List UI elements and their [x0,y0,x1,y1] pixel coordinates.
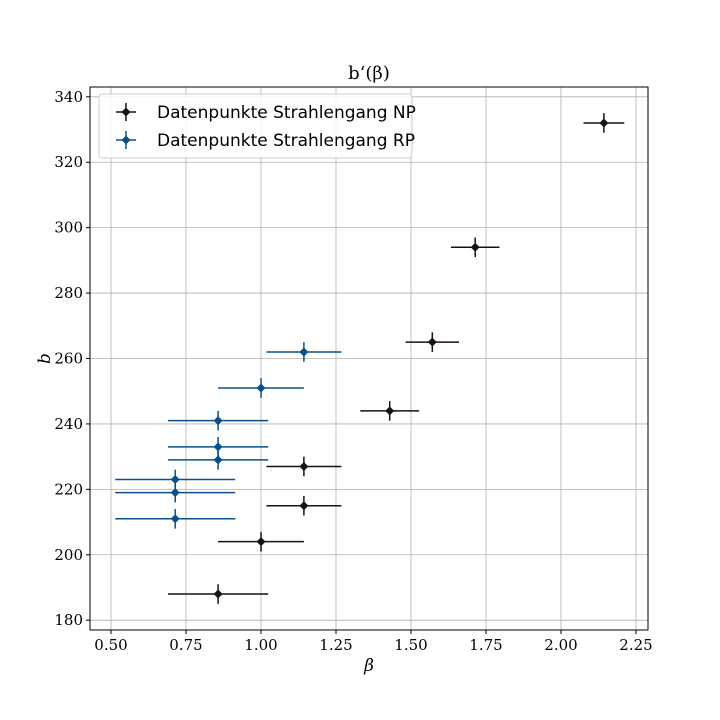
y-tick-label: 320 [54,153,83,171]
legend-label: Datenpunkte Strahlengang NP [157,103,416,123]
y-tick-label: 180 [54,611,83,629]
x-tick-label: 2.00 [544,636,577,654]
series-np [168,113,625,604]
data-point-marker [385,406,395,416]
data-point-marker [170,475,180,485]
y-tick-label: 280 [54,284,83,302]
data-point-marker [213,442,223,452]
y-tick-label: 340 [54,88,83,106]
legend-entry: Datenpunkte Strahlengang NP [116,103,416,123]
y-tick-label: 260 [54,350,83,368]
data-marks [115,113,625,604]
x-axis-ticks: 0.50 0.75 1.00 1.25 1.50 1.75 2.00 2.25 [94,630,653,654]
y-axis-ticks: 180 200 220 240 260 280 300 320 340 [54,88,90,629]
data-point-marker [470,242,480,252]
plot-frame [89,86,649,631]
data-point-marker [599,118,609,128]
legend-label: Datenpunkte Strahlengang RP [157,131,415,151]
legend: Datenpunkte Strahlengang NP Datenpunkte S… [98,93,416,159]
chart-title: b‘(β) [348,63,390,84]
y-tick-label: 220 [54,480,83,498]
data-point-marker [256,537,266,547]
x-tick-label: 1.00 [244,636,277,654]
x-tick-label: 2.25 [619,636,652,654]
data-point-marker [213,589,223,599]
legend-box [98,93,413,159]
x-axis-label: β [363,656,374,676]
legend-marker [121,135,131,145]
x-tick-label: 0.75 [169,636,202,654]
data-point-marker [213,455,223,465]
x-tick-label: 1.75 [469,636,502,654]
series-rp [115,342,342,529]
legend-entry: Datenpunkte Strahlengang RP [116,131,415,151]
data-point-marker [213,416,223,426]
legend-marker [121,107,131,117]
y-axis-label: b [35,353,55,364]
data-point-marker [427,337,437,347]
data-point-marker [299,461,309,471]
data-point-marker [170,488,180,498]
y-tick-label: 240 [54,415,83,433]
grid-lines [90,87,648,630]
y-tick-label: 200 [54,546,83,564]
data-point-marker [299,501,309,511]
x-tick-label: 0.50 [94,636,127,654]
x-tick-label: 1.25 [319,636,352,654]
data-point-marker [170,514,180,524]
data-point-marker [256,383,266,393]
x-tick-label: 1.50 [394,636,427,654]
data-point-marker [299,347,309,357]
y-tick-label: 300 [54,219,83,237]
